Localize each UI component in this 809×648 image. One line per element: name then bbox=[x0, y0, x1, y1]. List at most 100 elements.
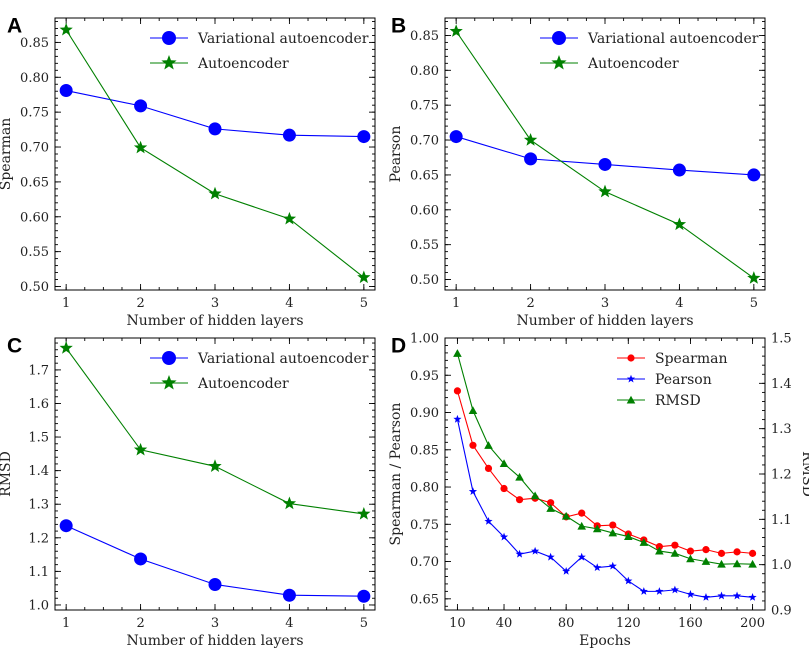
data-point bbox=[449, 130, 463, 144]
legend-marker bbox=[626, 395, 636, 404]
data-point bbox=[357, 589, 371, 603]
y-tick-label: 0.60 bbox=[410, 203, 439, 218]
x-axis-label: Epochs bbox=[579, 633, 631, 648]
x-tick-label: 5 bbox=[360, 296, 368, 311]
data-point bbox=[515, 549, 524, 558]
y-tick-label: 0.85 bbox=[410, 443, 439, 458]
data-point bbox=[608, 528, 618, 537]
legend-entry: Autoencoder bbox=[540, 55, 679, 72]
y-tick-label: 0.80 bbox=[410, 64, 439, 79]
legend-entry: Spearman bbox=[617, 351, 728, 367]
data-point bbox=[208, 122, 222, 136]
data-point bbox=[702, 546, 710, 554]
data-point bbox=[282, 128, 296, 142]
x-tick-label: 200 bbox=[740, 616, 765, 631]
y-right-tick-label: 1.0 bbox=[771, 558, 792, 573]
x-tick-label: 4 bbox=[285, 616, 293, 631]
data-point bbox=[484, 464, 493, 473]
y-tick-label: 0.50 bbox=[410, 273, 439, 288]
data-point bbox=[717, 559, 726, 568]
y-tick-label: 0.75 bbox=[20, 106, 49, 121]
data-point bbox=[701, 557, 711, 565]
panel-letter: D bbox=[391, 334, 406, 357]
y-tick-label: 0.85 bbox=[410, 29, 439, 44]
data-point bbox=[671, 541, 679, 549]
legend-entry: Variational autoencoder bbox=[150, 31, 369, 47]
data-point bbox=[655, 543, 663, 551]
legend-label: Autoencoder bbox=[197, 56, 289, 72]
series-variational-autoencoder bbox=[59, 519, 371, 603]
panel-a: A 1 2 3 4 5 0.50 0.55 0.60 0.65 0.70 0.75 0.80 0.85 Nu… bbox=[0, 14, 376, 329]
legend-label: Variational autoencoder bbox=[587, 31, 759, 47]
x-tick-label: 3 bbox=[601, 296, 609, 311]
x-tick-label: 2 bbox=[526, 296, 534, 311]
legend-marker bbox=[162, 31, 176, 45]
data-point bbox=[717, 549, 726, 557]
data-point bbox=[733, 548, 741, 556]
y-right-tick-label: 1.3 bbox=[771, 422, 792, 437]
legend-label: Variational autoencoder bbox=[197, 31, 369, 47]
panel-c: C 1 2 3 4 5 1.0 1.1 1.2 1.3 1.4 1.5 1.6 1.7 Number of … bbox=[0, 334, 376, 648]
data-point bbox=[357, 270, 371, 284]
panel-d: D10 40 80 120 160 2000.650.700.750.800.850.90… bbox=[388, 332, 809, 648]
legend-entry: Autoencoder bbox=[150, 375, 289, 392]
data-point bbox=[59, 341, 73, 354]
data-point bbox=[134, 552, 148, 566]
y-right-tick-label: 1.1 bbox=[771, 513, 792, 528]
data-point bbox=[59, 519, 73, 533]
data-point bbox=[732, 591, 742, 600]
x-tick-label: 10 bbox=[449, 616, 466, 631]
data-point bbox=[133, 442, 148, 456]
data-point bbox=[608, 561, 617, 570]
legend-entry: Autoencoder bbox=[150, 55, 289, 72]
data-point bbox=[655, 546, 664, 555]
data-point bbox=[134, 99, 148, 113]
y-tick-label: 1.1 bbox=[28, 565, 49, 580]
legend-marker bbox=[161, 55, 177, 70]
y-tick-label: 0.80 bbox=[410, 481, 439, 496]
data-point bbox=[515, 472, 524, 481]
data-point bbox=[686, 547, 695, 555]
data-point bbox=[748, 549, 757, 557]
y-right-tick-label: 1.5 bbox=[771, 332, 792, 347]
data-point bbox=[577, 521, 586, 530]
series-variational-autoencoder bbox=[449, 130, 761, 182]
legend-marker bbox=[552, 31, 566, 45]
data-point bbox=[624, 532, 633, 540]
data-point bbox=[639, 587, 648, 595]
y-tick-label: 1.3 bbox=[28, 498, 49, 513]
data-point bbox=[747, 271, 761, 284]
y-tick-label: 1.5 bbox=[28, 431, 49, 446]
data-point bbox=[357, 506, 371, 520]
x-tick-label: 5 bbox=[360, 616, 368, 631]
x-tick-label: 4 bbox=[285, 296, 293, 311]
y-tick-label: 0.65 bbox=[410, 168, 439, 183]
legend-marker bbox=[161, 375, 177, 390]
data-point bbox=[453, 349, 462, 357]
panel-letter: A bbox=[7, 14, 22, 37]
data-point bbox=[598, 157, 612, 171]
legend: Variational autoencoder Autoencoder bbox=[540, 31, 759, 72]
legend-label: Spearman bbox=[655, 351, 728, 367]
x-tick-label: 3 bbox=[211, 616, 219, 631]
y-tick-label: 0.60 bbox=[20, 210, 49, 225]
data-point bbox=[686, 554, 695, 563]
data-point bbox=[546, 504, 555, 512]
legend-entry: RMSD bbox=[617, 393, 701, 409]
x-tick-label: 1 bbox=[62, 616, 70, 631]
x-axis-label: Number of hidden layers bbox=[516, 313, 693, 329]
y-tick-label: 1.7 bbox=[28, 363, 49, 378]
legend-marker bbox=[626, 374, 636, 383]
data-point bbox=[484, 441, 493, 449]
data-point bbox=[357, 130, 371, 144]
data-point bbox=[524, 152, 538, 166]
legend-label: Pearson bbox=[655, 372, 712, 388]
data-point bbox=[717, 591, 726, 600]
legend-marker bbox=[162, 351, 176, 365]
series-autoencoder bbox=[449, 24, 761, 284]
legend-entry: Variational autoencoder bbox=[540, 31, 759, 47]
data-point bbox=[499, 532, 509, 541]
y-tick-label: 0.70 bbox=[20, 141, 49, 156]
x-tick-label: 2 bbox=[136, 616, 144, 631]
